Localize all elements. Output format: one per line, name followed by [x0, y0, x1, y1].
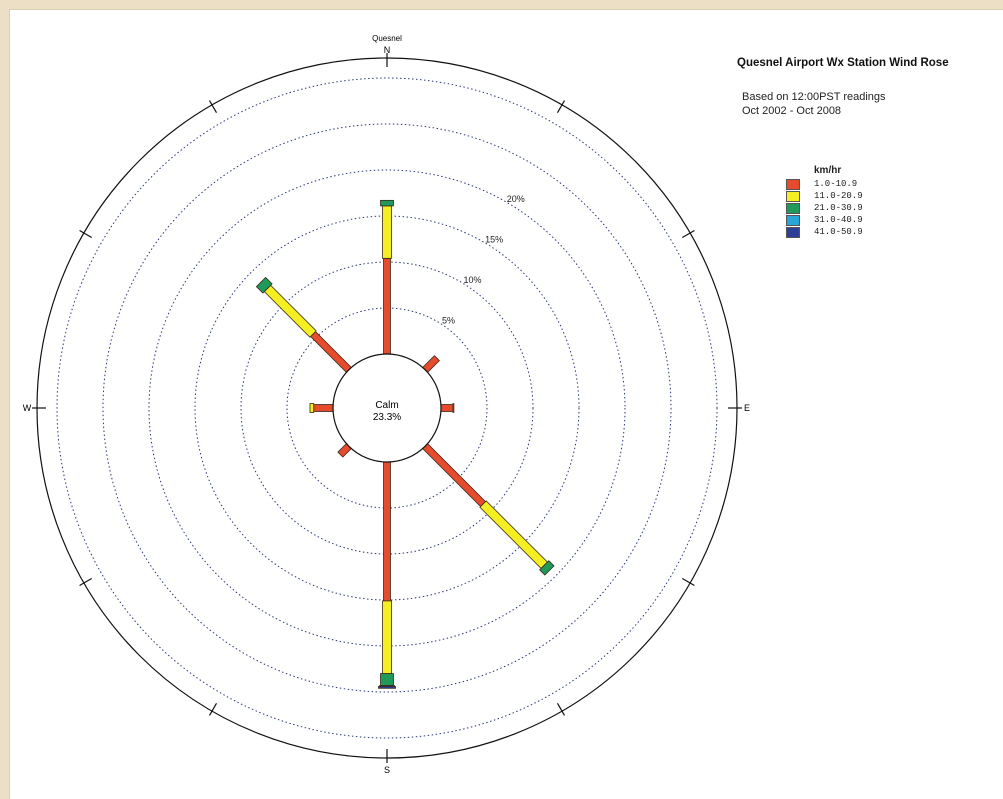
legend-swatch-3: [786, 214, 800, 226]
bar-segment-nw-0: [309, 330, 352, 373]
direction-bar-e: [440, 403, 455, 413]
direction-bar-nw: [255, 276, 352, 373]
legend-label: 11.0-20.9: [814, 191, 863, 201]
legend-item: 21.0-30.9: [786, 202, 863, 214]
calm-circle: [332, 353, 442, 463]
legend-item: 31.0-40.9: [786, 214, 863, 226]
legend: km/hr 1.0-10.9 11.0-20.9 21.0-30.9 31.0-…: [786, 165, 863, 238]
bar-segment-e-1: [452, 403, 455, 413]
legend-title: km/hr: [814, 165, 842, 176]
legend-swatch-1: [786, 190, 800, 202]
legend-label: 31.0-40.9: [814, 215, 863, 225]
legend-label: 21.0-30.9: [814, 203, 863, 213]
compass-tick: [208, 703, 218, 716]
calm-value: 23.3%: [373, 412, 401, 423]
bar-segment-s-1: [382, 600, 392, 675]
direction-bar-n: [380, 199, 394, 355]
station-label: Quesnel: [372, 34, 402, 43]
bar-segment-s-0: [383, 461, 391, 602]
bar-segment-se-2: [539, 560, 555, 576]
legend-item: 11.0-20.9: [786, 190, 863, 202]
bar-segment-e-0: [440, 404, 454, 412]
compass-tick: [682, 229, 695, 239]
subtitle-line-1: Based on 12:00PST readings: [742, 91, 886, 103]
bar-segment-n-0: [383, 257, 391, 355]
bar-segment-n-2: [380, 199, 394, 207]
direction-bar-se: [422, 443, 555, 576]
bar-segment-w-1: [309, 403, 315, 413]
legend-swatch-2: [786, 202, 800, 214]
ring-label: 15%: [485, 234, 503, 244]
bar-segment-s-4: [378, 686, 396, 689]
subtitle-line-2: Oct 2002 - Oct 2008: [742, 105, 842, 117]
compass-e-label: E: [744, 403, 750, 413]
bar-segment-nw-1: [263, 284, 317, 338]
wind-rose-plot: Calm 23.3% Quesnel N E S W 5% 10% 15% 20%: [23, 34, 750, 775]
legend-item: 41.0-50.9: [786, 226, 863, 238]
chart-title: Quesnel Airport Wx Station Wind Rose: [737, 57, 949, 69]
direction-bar-w: [309, 403, 334, 413]
bar-segment-s-2: [380, 673, 394, 686]
ring-label: 5%: [442, 316, 455, 326]
compass-n-label: N: [384, 45, 391, 55]
bar-segment-se-1: [479, 500, 548, 569]
compass-tick: [79, 229, 92, 239]
calm-label: Calm: [375, 400, 398, 411]
legend-label: 41.0-50.9: [814, 227, 863, 237]
compass-w-label: W: [23, 403, 32, 413]
compass-tick: [556, 100, 566, 113]
legend-swatch-4: [786, 226, 800, 238]
compass-tick: [208, 100, 218, 113]
ring-label: 10%: [464, 275, 482, 285]
ring-label: 20%: [507, 194, 525, 204]
compass-tick: [79, 577, 92, 587]
direction-bar-s: [378, 461, 396, 689]
bar-segment-n-1: [382, 205, 392, 259]
chart-panel: Calm 23.3% Quesnel N E S W 5% 10% 15% 20% Q…: [9, 9, 1003, 799]
legend-swatch-0: [786, 178, 800, 190]
ring-4: [102, 123, 672, 693]
ring-5: [56, 77, 718, 739]
legend-item: 1.0-10.9: [786, 178, 863, 190]
compass-tick: [556, 703, 566, 716]
legend-label: 1.0-10.9: [814, 179, 858, 189]
bar-segment-w-0: [313, 404, 334, 412]
ring-3: [148, 169, 626, 647]
compass-tick: [682, 577, 695, 587]
chart-subtitle: Based on 12:00PST readings Oct 2002 - Oc…: [742, 90, 886, 118]
bar-segment-nw-2: [255, 276, 273, 294]
bar-segment-se-0: [422, 443, 487, 508]
compass-s-label: S: [384, 765, 390, 775]
